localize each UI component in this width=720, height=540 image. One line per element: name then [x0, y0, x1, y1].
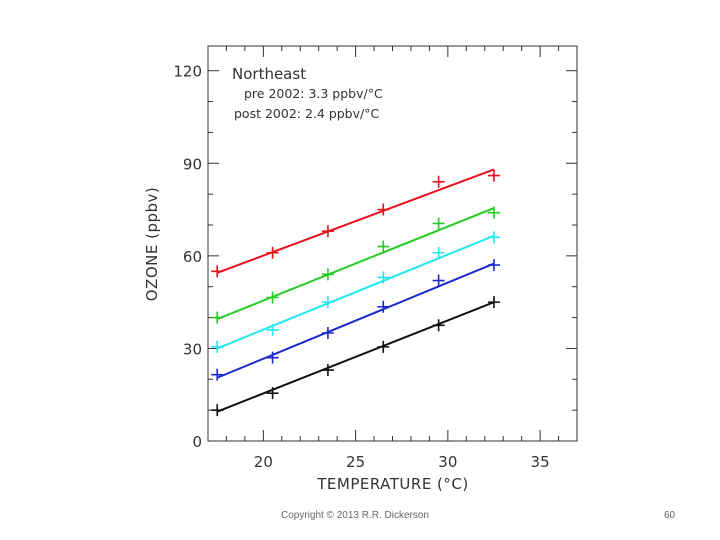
data-point-blue: [321, 326, 334, 339]
data-point-red: [321, 225, 334, 238]
y-tick-label: 90: [183, 155, 202, 173]
data-point-green: [266, 291, 279, 304]
data-point-blue: [266, 351, 279, 364]
series-green: [211, 206, 500, 324]
data-point-cyan: [211, 340, 224, 353]
data-point-green: [487, 206, 500, 219]
data-point-black: [211, 404, 224, 417]
x-tick-label: 35: [531, 453, 550, 471]
data-point-black: [377, 340, 390, 353]
x-tick-label: 30: [438, 453, 457, 471]
copyright-text: Copyright © 2013 R.R. Dickerson: [281, 510, 429, 521]
data-point-red: [377, 203, 390, 216]
y-tick-labels: 0 30 60 90 120: [173, 63, 202, 451]
data-point-blue: [211, 368, 224, 381]
data-series: [211, 168, 500, 417]
fit-line-blue: [216, 262, 495, 379]
data-point-black: [321, 364, 334, 377]
series-black: [211, 296, 500, 417]
data-point-blue: [432, 274, 445, 287]
fit-line-red: [216, 168, 495, 274]
annotation-pre-2002: pre 2002: 3.3 ppbv/°C: [244, 86, 383, 101]
y-tick-label: 0: [192, 433, 202, 451]
data-point-cyan: [487, 231, 500, 244]
data-point-green: [321, 268, 334, 281]
fit-line-green: [216, 207, 495, 321]
data-point-blue: [487, 259, 500, 272]
chart-title: Northeast: [232, 65, 306, 83]
x-axis-title: TEMPERATURE (°C): [316, 475, 469, 493]
series-blue: [211, 259, 500, 381]
fit-line-black: [216, 301, 495, 413]
data-point-cyan: [377, 271, 390, 284]
data-point-blue: [377, 300, 390, 313]
series-red: [211, 168, 500, 278]
x-tick-label: 20: [254, 453, 273, 471]
data-point-green: [377, 240, 390, 253]
data-point-red: [266, 246, 279, 259]
x-tick-label: 25: [346, 453, 365, 471]
x-tick-labels: 20 25 30 35: [254, 453, 550, 471]
data-point-green: [432, 217, 445, 230]
data-point-red: [487, 169, 500, 182]
data-point-black: [266, 387, 279, 400]
data-point-cyan: [432, 246, 445, 259]
y-tick-label: 120: [173, 63, 202, 81]
series-cyan: [211, 231, 500, 353]
y-tick-label: 30: [183, 340, 202, 358]
page-number: 60: [664, 510, 676, 521]
y-axis-title: OZONE (ppbv): [143, 187, 161, 302]
y-tick-label: 60: [183, 248, 202, 266]
annotation-post-2002: post 2002: 2.4 ppbv/°C: [234, 106, 379, 121]
axis-ticks: [207, 46, 578, 442]
fit-line-cyan: [216, 234, 495, 350]
data-point-black: [487, 296, 500, 309]
data-point-black: [432, 319, 445, 332]
data-point-red: [211, 265, 224, 278]
data-point-cyan: [266, 323, 279, 336]
data-point-green: [211, 311, 224, 324]
data-point-cyan: [321, 296, 334, 309]
data-point-red: [432, 175, 445, 188]
